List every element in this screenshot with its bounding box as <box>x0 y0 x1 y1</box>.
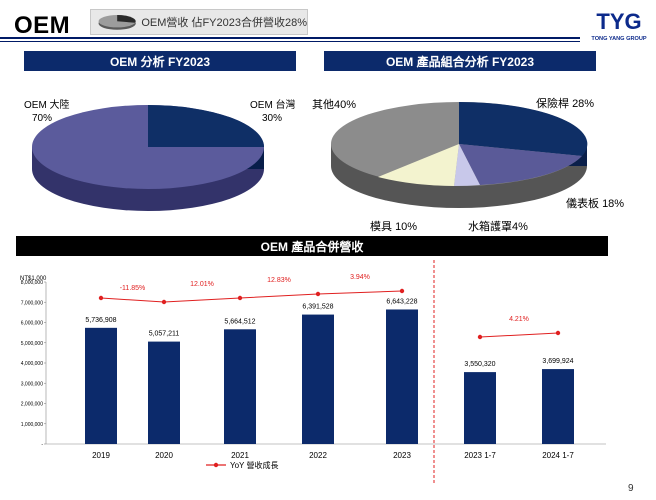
value-label: 6,391,528 <box>302 304 333 311</box>
yoy-label: 3.94% <box>350 274 370 281</box>
x-tick-label: 2021 <box>231 451 249 460</box>
pie-label-other: 其他40% <box>312 99 357 111</box>
y-tick-label: 1,000,000 <box>21 422 43 428</box>
bar-2022 <box>302 314 334 444</box>
yoy-point <box>98 295 104 301</box>
pie-slice-mold <box>378 144 459 186</box>
oem-region-pie <box>32 105 264 211</box>
yoy-point <box>399 288 405 294</box>
y-tick-label: 6,000,000 <box>21 321 43 327</box>
y-tick-label: 3,000,000 <box>21 381 43 387</box>
value-label: 5,736,908 <box>85 317 116 324</box>
header-note-box: OEM營收 佔FY2023合併營收28% <box>90 9 308 35</box>
bar-2024-1-7 <box>542 369 574 444</box>
yoy-point <box>555 330 561 336</box>
legend-label: YoY 營收成長 <box>230 460 278 470</box>
x-tick-label: 2019 <box>92 451 110 460</box>
bar-2019 <box>85 327 117 444</box>
yoy-line <box>479 332 559 338</box>
pie-label-taiwan: OEM 台灣 <box>250 100 296 111</box>
bar-2023-1-7 <box>464 372 496 444</box>
yoy-series: -11.85% 12.01% 12.83% 3.94% 4.21% <box>98 274 561 340</box>
pie-pct-taiwan: 30% <box>262 113 283 124</box>
header-note-text: OEM營收 佔FY2023合併營收28% <box>141 17 307 29</box>
pie-label-bumper: 保險桿 28% <box>536 98 595 110</box>
yoy-point <box>315 291 321 297</box>
y-tick-label: 2,000,000 <box>21 402 43 408</box>
value-label: 6,643,228 <box>386 298 417 305</box>
x-tick-label: 2023 1-7 <box>464 451 496 460</box>
x-axis-labels: 2019 2020 2021 2022 2023 2023 1-7 2024 1-7 <box>92 451 574 460</box>
yoy-point <box>477 334 483 340</box>
value-label: 3,699,924 <box>542 358 573 365</box>
y-tick-label: 4,000,000 <box>21 361 43 367</box>
bars <box>85 309 574 444</box>
x-tick-label: 2022 <box>309 451 327 460</box>
pie-slice-bumper <box>459 101 588 156</box>
yoy-point <box>161 299 167 305</box>
bar-2020 <box>148 341 180 444</box>
yoy-line <box>100 290 403 303</box>
yoy-label: 4.21% <box>509 316 529 323</box>
yoy-point <box>237 295 243 301</box>
y-tick-label: 7,000,000 <box>21 300 43 306</box>
mini-pie-icon <box>98 15 136 30</box>
x-tick-label: 2023 <box>393 451 411 460</box>
y-tick-label: 5,000,000 <box>21 341 43 347</box>
section-title-oem-analysis: OEM 分析 FY2023 <box>24 51 296 71</box>
value-label: 5,664,512 <box>224 318 255 325</box>
company-logo: TYG TONG YANG GROUP <box>591 9 646 42</box>
yoy-label: 12.01% <box>190 281 214 288</box>
bar-2023 <box>386 309 418 444</box>
pie-label-china: OEM 大陸 <box>24 100 70 111</box>
value-label: 3,550,320 <box>464 361 495 368</box>
pie-slice-radiator-grille <box>454 144 480 186</box>
logo-caption: TONG YANG GROUP <box>591 36 646 42</box>
pie-slice-dashboard <box>459 144 582 185</box>
pie-label-radiator-grille: 水箱護罩4% <box>468 221 528 233</box>
x-tick-label: 2020 <box>155 451 173 460</box>
bar-2021 <box>224 329 256 444</box>
logo-text: TYG <box>596 9 641 34</box>
pie-label-dashboard: 儀表板 18% <box>566 198 625 210</box>
y-axis: - 1,000,000 2,000,000 3,000,000 4,000,000 5,0… <box>21 280 606 448</box>
y-tick-label: - <box>41 442 43 448</box>
yoy-label: -11.85% <box>120 285 146 292</box>
y-tick-label: 8,000,000 <box>21 280 43 286</box>
page-number: 9 <box>628 483 634 494</box>
value-label: 5,057,211 <box>149 331 180 338</box>
y-axis-label: NT$1,000 <box>20 276 47 282</box>
pie-slice-taiwan <box>148 105 264 147</box>
x-tick-label: 2024 1-7 <box>542 451 574 460</box>
value-labels: 5,736,908 5,057,211 5,664,512 6,391,528 6,64… <box>85 298 573 368</box>
page-title: OEM <box>14 12 71 39</box>
legend: YoY 營收成長 <box>206 460 278 470</box>
pie-label-mold: 模具 10% <box>370 221 418 233</box>
pie-pct-china: 70% <box>32 113 53 124</box>
section-title-product-mix: OEM 產品組合分析 FY2023 <box>324 51 596 71</box>
revenue-bar-chart: NT$1,000 - 1,000,000 2,000,000 3,000,000 4,0… <box>20 260 606 484</box>
title-divider <box>0 37 580 39</box>
legend-marker <box>213 462 219 468</box>
section-title-consolidated-revenue: OEM 產品合併營收 <box>16 236 608 256</box>
product-mix-pie <box>331 101 588 208</box>
title-divider-thin <box>0 41 580 42</box>
yoy-label: 12.83% <box>267 277 291 284</box>
